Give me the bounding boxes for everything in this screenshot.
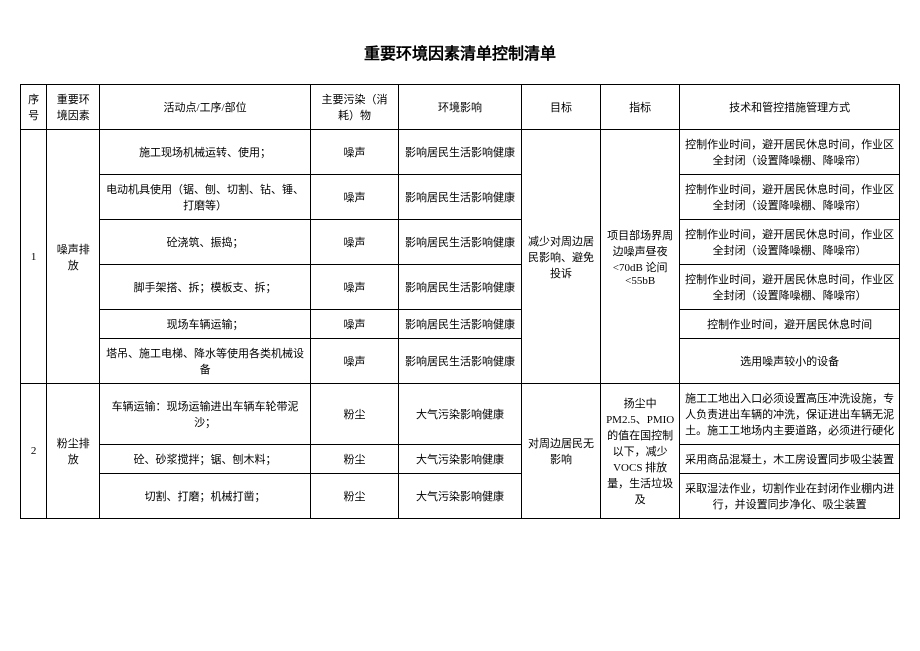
table-row: 电动机具使用（锯、刨、切割、钻、锤、打磨等） 噪声 影响居民生活影响健康 控制作… bbox=[21, 175, 900, 220]
cell-seq: 2 bbox=[21, 384, 47, 519]
cell-pollutant: 噪声 bbox=[311, 310, 399, 339]
cell-impact: 影响居民生活影响健康 bbox=[398, 220, 521, 265]
cell-impact: 影响居民生活影响健康 bbox=[398, 265, 521, 310]
header-activity: 活动点/工序/部位 bbox=[100, 85, 311, 130]
cell-pollutant: 噪声 bbox=[311, 130, 399, 175]
cell-index: 扬尘中 PM2.5、PMIO 的值在国控制以下，减少VOCS 排放量，生活垃圾及 bbox=[601, 384, 680, 519]
cell-measure: 控制作业时间，避开居民休息时间，作业区全封闭（设置降噪棚、降噪帘） bbox=[680, 220, 900, 265]
cell-impact: 影响居民生活影响健康 bbox=[398, 339, 521, 384]
cell-measure: 采取湿法作业，切割作业在封闭作业棚内进行，并设置同步净化、吸尘装置 bbox=[680, 474, 900, 519]
cell-index: 项目部场界周边噪声昼夜<70dB 论间<55bB bbox=[601, 130, 680, 384]
cell-impact: 大气污染影响健康 bbox=[398, 384, 521, 445]
cell-factor: 粉尘排放 bbox=[47, 384, 100, 519]
table-row: 切割、打磨；机械打凿； 粉尘 大气污染影响健康 采取湿法作业，切割作业在封闭作业… bbox=[21, 474, 900, 519]
cell-seq: 1 bbox=[21, 130, 47, 384]
cell-measure: 控制作业时间，避开居民休息时间 bbox=[680, 310, 900, 339]
table-header-row: 序号 重要环境因素 活动点/工序/部位 主要污染（消耗）物 环境影响 目标 指标… bbox=[21, 85, 900, 130]
cell-impact: 大气污染影响健康 bbox=[398, 474, 521, 519]
cell-impact: 影响居民生活影响健康 bbox=[398, 130, 521, 175]
cell-measure: 选用噪声较小的设备 bbox=[680, 339, 900, 384]
header-goal: 目标 bbox=[521, 85, 600, 130]
cell-pollutant: 粉尘 bbox=[311, 445, 399, 474]
cell-measure: 控制作业时间，避开居民休息时间，作业区全封闭（设置降噪棚、降噪帘） bbox=[680, 130, 900, 175]
table-row: 现场车辆运输； 噪声 影响居民生活影响健康 控制作业时间，避开居民休息时间 bbox=[21, 310, 900, 339]
table-row: 1 噪声排放 施工现场机械运转、使用； 噪声 影响居民生活影响健康 减少对周边居… bbox=[21, 130, 900, 175]
cell-impact: 大气污染影响健康 bbox=[398, 445, 521, 474]
header-pollutant: 主要污染（消耗）物 bbox=[311, 85, 399, 130]
cell-activity: 砼、砂浆搅拌；锯、刨木料； bbox=[100, 445, 311, 474]
cell-measure: 控制作业时间，避开居民休息时间，作业区全封闭（设置降噪棚、降噪帘） bbox=[680, 265, 900, 310]
cell-impact: 影响居民生活影响健康 bbox=[398, 175, 521, 220]
header-measure: 技术和管控措施管理方式 bbox=[680, 85, 900, 130]
table-row: 砼浇筑、振捣； 噪声 影响居民生活影响健康 控制作业时间，避开居民休息时间，作业… bbox=[21, 220, 900, 265]
header-factor: 重要环境因素 bbox=[47, 85, 100, 130]
cell-goal: 对周边居民无影响 bbox=[521, 384, 600, 519]
environment-factors-table: 序号 重要环境因素 活动点/工序/部位 主要污染（消耗）物 环境影响 目标 指标… bbox=[20, 84, 900, 519]
cell-pollutant: 粉尘 bbox=[311, 474, 399, 519]
cell-factor: 噪声排放 bbox=[47, 130, 100, 384]
cell-activity: 切割、打磨；机械打凿； bbox=[100, 474, 311, 519]
cell-measure: 施工工地出入口必须设置高压冲洗设施，专人负责进出车辆的冲洗，保证进出车辆无泥土。… bbox=[680, 384, 900, 445]
table-row: 塔吊、施工电梯、降水等使用各类机械设备 噪声 影响居民生活影响健康 选用噪声较小… bbox=[21, 339, 900, 384]
cell-measure: 控制作业时间，避开居民休息时间，作业区全封闭（设置降噪棚、降噪帘） bbox=[680, 175, 900, 220]
cell-pollutant: 粉尘 bbox=[311, 384, 399, 445]
cell-activity: 车辆运输：现场运输进出车辆车轮带泥沙； bbox=[100, 384, 311, 445]
table-row: 2 粉尘排放 车辆运输：现场运输进出车辆车轮带泥沙； 粉尘 大气污染影响健康 对… bbox=[21, 384, 900, 445]
table-row: 脚手架搭、拆；模板支、拆； 噪声 影响居民生活影响健康 控制作业时间，避开居民休… bbox=[21, 265, 900, 310]
cell-activity: 施工现场机械运转、使用； bbox=[100, 130, 311, 175]
cell-activity: 现场车辆运输； bbox=[100, 310, 311, 339]
cell-activity: 砼浇筑、振捣； bbox=[100, 220, 311, 265]
cell-activity: 电动机具使用（锯、刨、切割、钻、锤、打磨等） bbox=[100, 175, 311, 220]
cell-pollutant: 噪声 bbox=[311, 339, 399, 384]
cell-pollutant: 噪声 bbox=[311, 265, 399, 310]
document-title: 重要环境因素清单控制清单 bbox=[20, 40, 900, 64]
header-impact: 环境影响 bbox=[398, 85, 521, 130]
cell-measure: 采用商品混凝土，木工房设置同步吸尘装置 bbox=[680, 445, 900, 474]
cell-impact: 影响居民生活影响健康 bbox=[398, 310, 521, 339]
header-index: 指标 bbox=[601, 85, 680, 130]
cell-goal: 减少对周边居民影响、避免投诉 bbox=[521, 130, 600, 384]
cell-activity: 脚手架搭、拆；模板支、拆； bbox=[100, 265, 311, 310]
cell-pollutant: 噪声 bbox=[311, 175, 399, 220]
header-seq: 序号 bbox=[21, 85, 47, 130]
table-row: 砼、砂浆搅拌；锯、刨木料； 粉尘 大气污染影响健康 采用商品混凝土，木工房设置同… bbox=[21, 445, 900, 474]
cell-activity: 塔吊、施工电梯、降水等使用各类机械设备 bbox=[100, 339, 311, 384]
cell-pollutant: 噪声 bbox=[311, 220, 399, 265]
